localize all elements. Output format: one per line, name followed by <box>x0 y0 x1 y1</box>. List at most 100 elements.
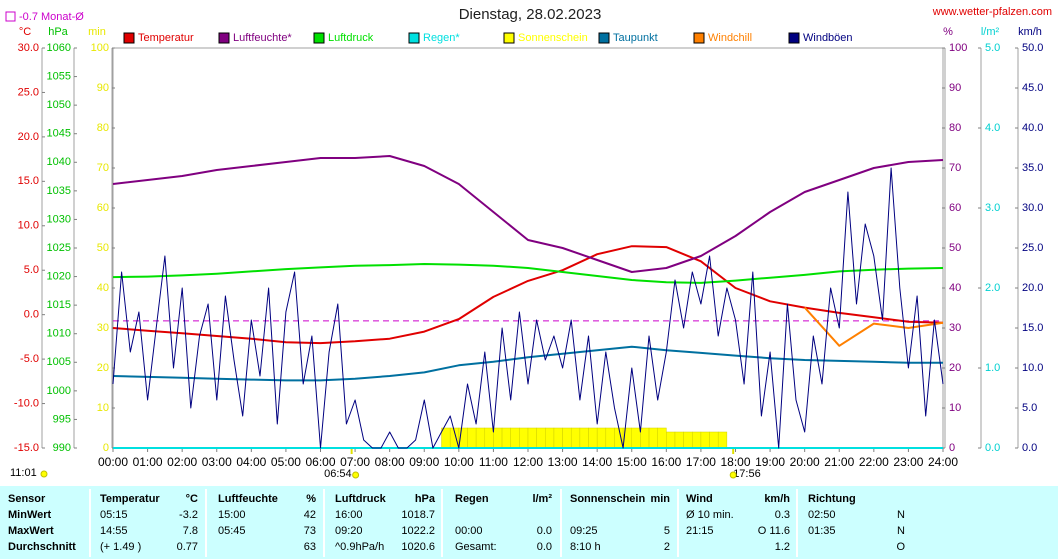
y-tick-label: 30 <box>97 322 109 334</box>
x-tick-label: 19:00 <box>755 455 785 469</box>
y-tick-label: 30.0 <box>18 42 39 54</box>
sunset-icon <box>729 471 737 479</box>
axis-unit: km/h <box>1018 26 1042 38</box>
y-tick-label: 15.0 <box>1022 322 1043 334</box>
y-tick-label: 1015 <box>47 299 71 311</box>
legend-swatch <box>503 32 515 44</box>
table-cell: 1022.2 <box>401 525 435 537</box>
legend-label: Luftdruck <box>328 32 374 44</box>
x-tick-label: 00:00 <box>98 455 128 469</box>
y-tick-label: 80 <box>949 122 961 134</box>
table-header: Sensor <box>8 493 46 505</box>
table-cell: 2 <box>664 541 670 553</box>
table-header: % <box>306 493 316 505</box>
y-tick-label: 1060 <box>47 42 71 54</box>
sunshine-bar <box>484 427 494 449</box>
x-tick-label: 08:00 <box>375 455 405 469</box>
x-tick-label: 20:00 <box>790 455 820 469</box>
sunshine-bar <box>475 427 486 449</box>
table-cell: 5 <box>664 525 670 537</box>
legend-label: Temperatur <box>138 32 194 44</box>
table-header: Richtung <box>808 493 856 505</box>
legend-swatch <box>408 32 420 44</box>
y-tick-label: 35.0 <box>1022 162 1043 174</box>
source: www.wetter-pfalzen.com <box>932 6 1052 18</box>
sunshine-bar <box>467 427 477 449</box>
x-tick-label: 15:00 <box>617 455 647 469</box>
y-tick-label: 0.0 <box>24 309 39 321</box>
table-header: min <box>650 493 670 505</box>
y-tick-label: 80 <box>97 122 109 134</box>
y-tick-label: 40 <box>949 282 961 294</box>
table-cell: -3.2 <box>179 509 198 521</box>
y-tick-label: 100 <box>91 42 109 54</box>
x-tick-label: 16:00 <box>651 455 681 469</box>
plot-area <box>112 47 944 449</box>
updated-time: 11:01 <box>10 467 37 479</box>
sunshine-bar <box>501 427 511 449</box>
table-cell: N <box>897 509 905 521</box>
y-tick-label: 990 <box>53 442 71 454</box>
table-cell: 02:50 <box>808 509 836 521</box>
y-tick-label: 2.0 <box>985 282 1000 294</box>
table-cell: 15:00 <box>218 509 246 521</box>
sunshine-bar <box>666 431 676 449</box>
x-tick-label: 22:00 <box>859 455 889 469</box>
table-cell: O 11.6 <box>758 525 790 537</box>
table-header: Luftfeuchte <box>218 493 278 505</box>
legend-swatch <box>788 32 800 44</box>
y-tick-label: 50.0 <box>1022 42 1043 54</box>
table-cell: 09:25 <box>570 525 598 537</box>
y-tick-label: 5.0 <box>985 42 1000 54</box>
y-tick-label: 995 <box>53 413 71 425</box>
x-tick-label: 01:00 <box>133 455 163 469</box>
y-tick-label: 15.0 <box>18 175 39 187</box>
table-cell: 14:55 <box>100 525 128 537</box>
reference-icon <box>5 11 16 22</box>
y-tick-label: 20 <box>97 362 109 374</box>
y-tick-label: 50 <box>949 242 961 254</box>
axis-unit: °C <box>19 26 31 38</box>
sunshine-bar <box>596 427 607 449</box>
sunshine-bar <box>683 431 693 449</box>
y-tick-label: 70 <box>97 162 109 174</box>
y-tick-label: 20 <box>949 362 961 374</box>
legend-swatch <box>218 32 230 44</box>
x-tick-label: 10:00 <box>444 455 474 469</box>
y-tick-label: -10.0 <box>14 397 39 409</box>
y-tick-label: 60 <box>97 202 109 214</box>
sunshine-bar <box>579 427 589 449</box>
table-cell: ^0.9hPa/h <box>335 541 384 553</box>
x-tick-label: 09:00 <box>409 455 439 469</box>
sunshine-bar <box>493 427 503 449</box>
sunrise-icon <box>352 471 360 479</box>
x-tick-label: 03:00 <box>202 455 232 469</box>
table-cell: 7.8 <box>183 525 198 537</box>
y-tick-label: 1050 <box>47 99 71 111</box>
series-line <box>803 306 944 347</box>
x-tick-label: 12:00 <box>513 455 543 469</box>
x-tick-label: 04:00 <box>236 455 266 469</box>
table-cell: Ø 10 min. <box>686 509 734 521</box>
sunshine-bar <box>588 427 598 449</box>
table-cell: 16:00 <box>335 509 363 521</box>
sunshine-bar <box>648 427 658 449</box>
table-cell: 1018.7 <box>401 509 435 521</box>
y-tick-label: 10.0 <box>1022 362 1043 374</box>
table-cell: 0.3 <box>775 509 790 521</box>
legend-swatch <box>313 32 325 44</box>
y-tick-label: 90 <box>949 82 961 94</box>
y-tick-label: 4.0 <box>985 122 1000 134</box>
table-cell: 1020.6 <box>401 541 435 553</box>
table-background <box>0 486 1058 559</box>
y-tick-label: 30 <box>949 322 961 334</box>
x-tick-label: 14:00 <box>582 455 612 469</box>
sunshine-bar <box>510 427 520 449</box>
sunshine-bar <box>657 427 667 449</box>
sunshine-bar <box>545 427 555 449</box>
sunshine-bar <box>700 431 710 449</box>
table-cell: N <box>897 525 905 537</box>
table-cell: 73 <box>304 525 316 537</box>
table-header: Wind <box>686 493 713 505</box>
